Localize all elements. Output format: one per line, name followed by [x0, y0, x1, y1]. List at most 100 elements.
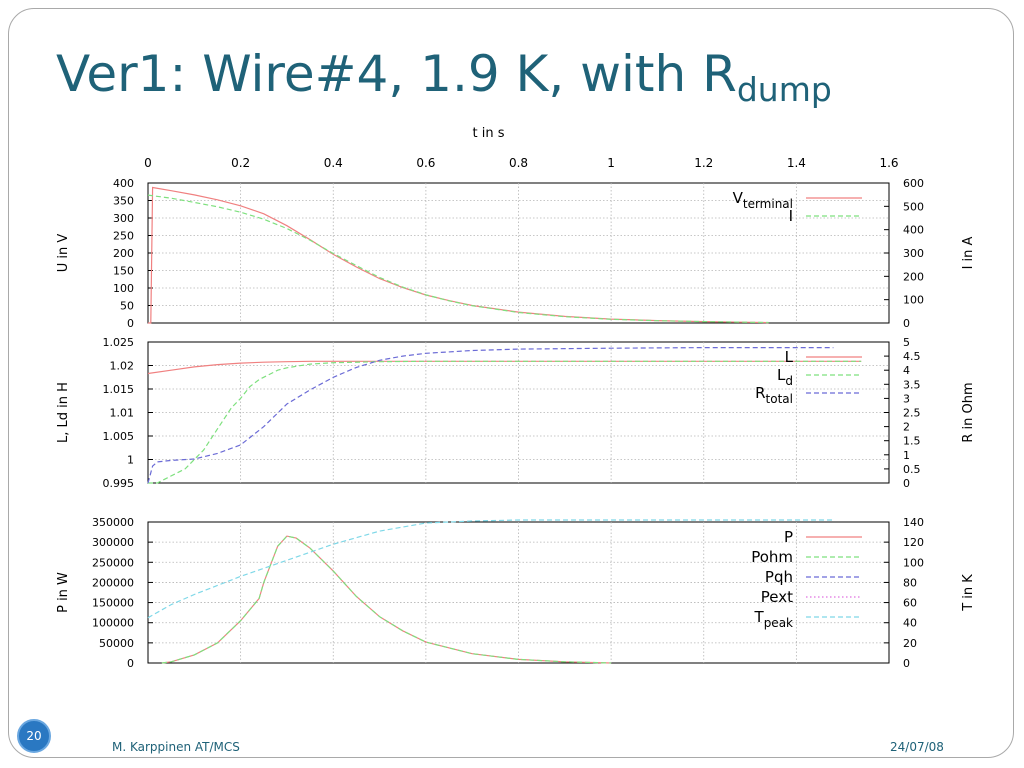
- series-line-rtotal: [147, 347, 834, 484]
- y-right-tick-label: 100: [903, 556, 924, 569]
- legend-label-main: T: [754, 608, 765, 626]
- y-left-tick-label: 400: [113, 177, 134, 190]
- slide-title: Ver1: Wire#4, 1.9 K, with Rdump: [56, 44, 832, 120]
- y-left-tick-label: 350: [113, 195, 134, 208]
- footer-date: 24/07/08: [890, 740, 944, 754]
- y-left-tick-label: 200000: [92, 576, 134, 589]
- y-right-tick-label: 120: [903, 536, 924, 549]
- y-left-axis-label: P in W: [56, 572, 71, 613]
- y-right-tick-label: 0: [903, 657, 910, 670]
- y-right-tick-label: 100: [903, 294, 924, 307]
- y-right-tick-label: 3.5: [903, 378, 921, 391]
- legend-label: Pext: [761, 588, 793, 606]
- y-left-tick-label: 0.995: [103, 477, 135, 490]
- legend-label-main: I: [789, 207, 793, 225]
- legend-label: Pqh: [765, 568, 793, 586]
- y-right-axis-label: T in K: [961, 574, 976, 612]
- y-right-tick-label: 200: [903, 270, 924, 283]
- legend-label-main: Pqh: [765, 568, 793, 586]
- x-tick-label: 0.4: [324, 156, 343, 170]
- legend-label-sub: peak: [764, 616, 793, 630]
- x-tick-label: 1.4: [787, 156, 806, 170]
- y-left-tick-label: 300000: [92, 536, 134, 549]
- legend-label: Ld: [777, 366, 793, 388]
- x-tick-label: 1: [607, 156, 615, 170]
- series-line-tpeak: [147, 519, 834, 619]
- series-line-l: [147, 360, 862, 375]
- y-left-tick-label: 1.025: [103, 336, 135, 349]
- y-left-axis-label: U in V: [56, 234, 71, 273]
- y-right-axis-label: I in A: [961, 236, 976, 269]
- y-left-axis-label: L, Ld in H: [56, 382, 71, 443]
- y-left-tick-label: 50: [120, 300, 134, 313]
- legend-label-main: P: [784, 528, 793, 546]
- y-right-tick-label: 4.5: [903, 350, 921, 363]
- slide-title-subscript: dump: [736, 70, 832, 109]
- legend-label-sub: d: [785, 374, 793, 388]
- y-right-tick-label: 0: [903, 317, 910, 330]
- x-tick-label: 0.2: [231, 156, 250, 170]
- legend-label: I: [789, 207, 793, 225]
- y-left-tick-label: 200: [113, 247, 134, 260]
- y-left-tick-label: 1.015: [103, 383, 135, 396]
- y-right-tick-label: 3: [903, 392, 910, 405]
- x-tick-label: 0.8: [509, 156, 528, 170]
- legend-label: Tpeak: [754, 608, 794, 630]
- y-right-tick-label: 300: [903, 247, 924, 260]
- y-left-tick-label: 1.005: [103, 430, 135, 443]
- legend-label-main: L: [777, 366, 786, 384]
- y-left-tick-label: 150: [113, 265, 134, 278]
- x-axis-label: t in s: [473, 126, 505, 141]
- y-right-tick-label: 80: [903, 576, 917, 589]
- y-right-tick-label: 400: [903, 224, 924, 237]
- y-left-tick-label: 300: [113, 212, 134, 225]
- y-left-tick-label: 0: [127, 657, 134, 670]
- y-left-tick-label: 50000: [99, 637, 134, 650]
- y-right-tick-label: 140: [903, 516, 924, 529]
- legend-label-main: Pext: [761, 588, 793, 606]
- y-right-tick-label: 1.5: [903, 435, 921, 448]
- y-right-tick-label: 2: [903, 421, 910, 434]
- y-right-tick-label: 1: [903, 449, 910, 462]
- y-right-tick-label: 600: [903, 177, 924, 190]
- y-left-tick-label: 100000: [92, 617, 134, 630]
- series-line-i: [147, 194, 769, 324]
- footer-author: M. Karppinen AT/MCS: [112, 740, 240, 754]
- y-left-tick-label: 100: [113, 282, 134, 295]
- legend-label: L: [785, 348, 794, 366]
- legend-label-sub: terminal: [743, 197, 793, 211]
- x-tick-label: 0.6: [416, 156, 435, 170]
- y-right-tick-label: 2.5: [903, 407, 921, 420]
- y-left-tick-label: 250: [113, 230, 134, 243]
- y-left-tick-label: 150000: [92, 597, 134, 610]
- legend-label-main: Pohm: [751, 548, 793, 566]
- y-right-axis-label: R in Ohm: [961, 382, 976, 442]
- y-left-tick-label: 350000: [92, 516, 134, 529]
- y-left-tick-label: 1: [127, 454, 134, 467]
- y-right-tick-label: 5: [903, 336, 910, 349]
- y-left-tick-label: 1.01: [110, 407, 135, 420]
- x-tick-label: 0: [144, 156, 152, 170]
- y-right-tick-label: 40: [903, 617, 917, 630]
- legend-label: P: [784, 528, 793, 546]
- legend-label: Pohm: [751, 548, 793, 566]
- y-left-tick-label: 1.02: [110, 360, 135, 373]
- y-right-tick-label: 500: [903, 200, 924, 213]
- y-right-tick-label: 4: [903, 364, 910, 377]
- legend-label: Vterminal: [733, 189, 793, 211]
- slide-title-main: Ver1: Wire#4, 1.9 K, with R: [56, 45, 737, 103]
- y-right-tick-label: 60: [903, 597, 917, 610]
- series-line-ld: [148, 360, 862, 484]
- legend-label-main: V: [733, 189, 744, 207]
- legend-label-main: R: [755, 384, 765, 402]
- series-line-pohm: [161, 535, 612, 664]
- y-right-tick-label: 20: [903, 637, 917, 650]
- legend-label: Rtotal: [755, 384, 793, 406]
- x-tick-label: 1.2: [694, 156, 713, 170]
- y-left-tick-label: 250000: [92, 556, 134, 569]
- y-right-tick-label: 0.5: [903, 463, 921, 476]
- slide-number-badge: 20: [17, 719, 51, 753]
- x-tick-label: 1.6: [879, 156, 898, 170]
- legend-label-main: L: [785, 348, 794, 366]
